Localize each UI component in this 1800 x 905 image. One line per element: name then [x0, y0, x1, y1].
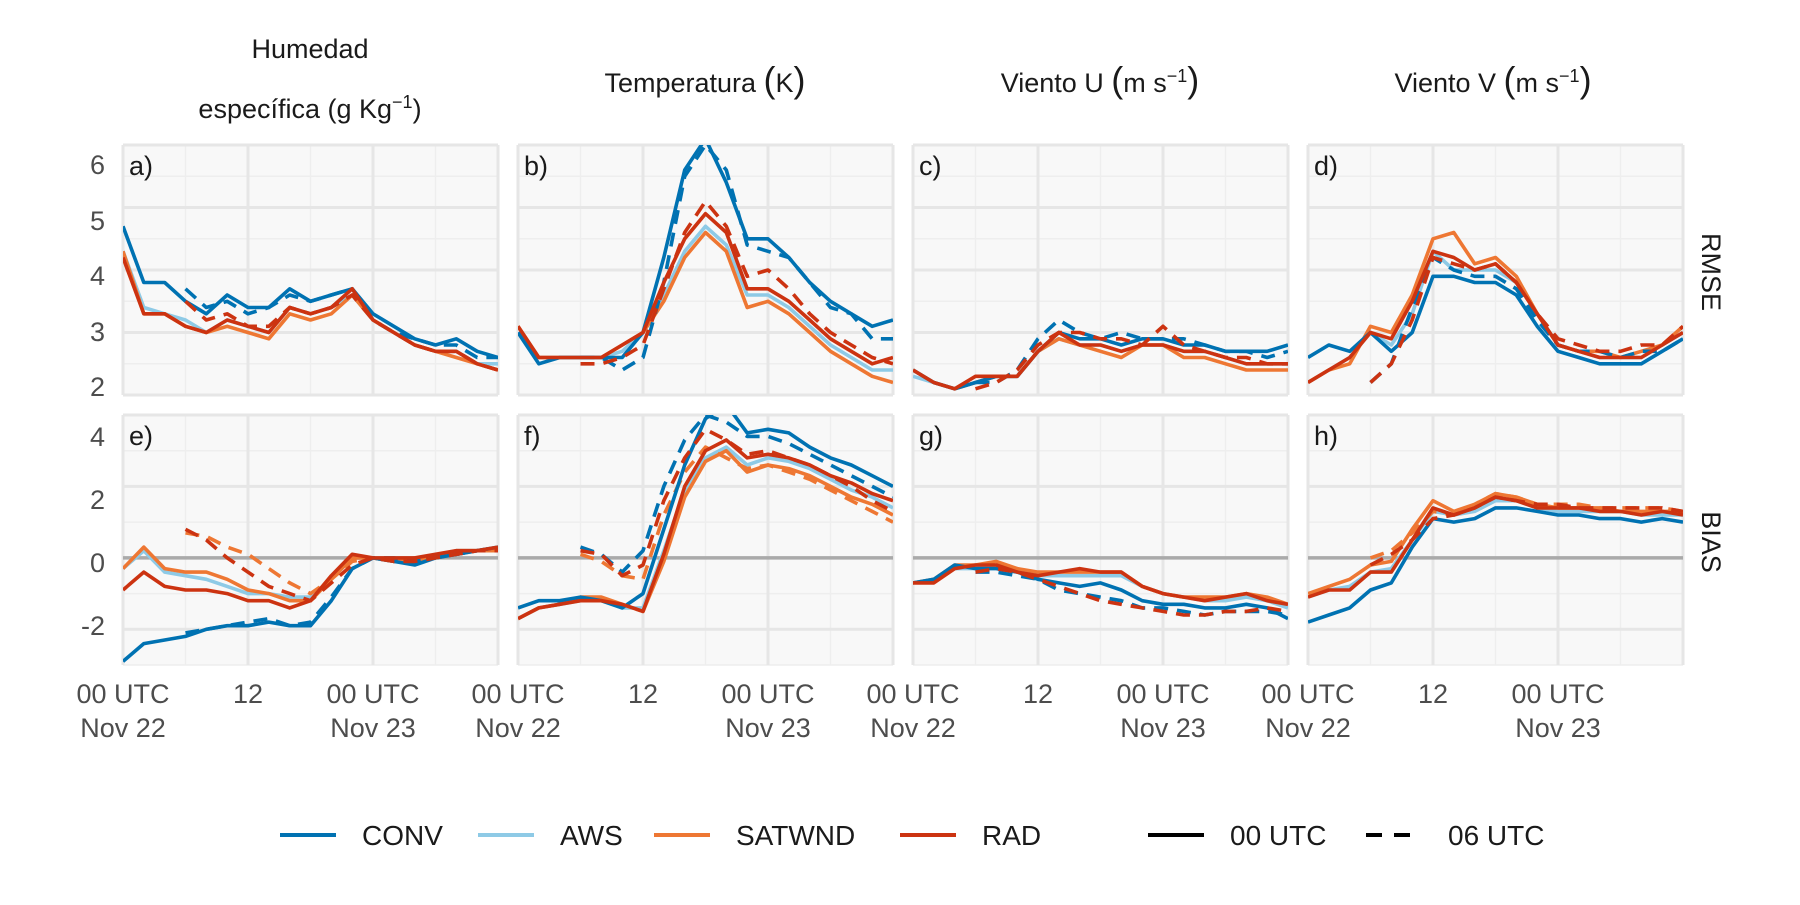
series-line-conv-06utc	[579, 415, 893, 574]
x-tick-labels: 00 UTC Nov 22 12 00 UTC Nov 23 00 UTC No…	[76, 679, 1604, 743]
y-tick-labels-bias: 4 2 0 -2	[81, 422, 105, 641]
column-titles: Humedad específica (g Kg−1) Temperatura …	[198, 34, 1591, 124]
x-tick-label: 00 UTC	[326, 679, 419, 709]
row-strip-rmse: RMSE	[1696, 233, 1726, 311]
panel-label: h)	[1314, 421, 1338, 451]
panel-b: b)	[516, 143, 895, 397]
series-line-rad-06utc	[580, 199, 893, 366]
y-tick-label: 3	[90, 317, 105, 347]
panel-d: d)	[1306, 143, 1685, 397]
series-line-conv-06utc	[184, 286, 498, 360]
series-line-conv-06utc	[185, 545, 498, 635]
x-tick-label: Nov 22	[80, 713, 166, 743]
y-tick-label: -2	[81, 611, 105, 641]
series-line-rad-06utc	[184, 293, 498, 372]
x-tick-label: Nov 22	[870, 713, 956, 743]
x-tick-label: 00 UTC	[1261, 679, 1354, 709]
x-tick-label: 12	[233, 679, 263, 709]
panel-label: e)	[129, 421, 153, 451]
x-tick-label: Nov 23	[1515, 713, 1601, 743]
x-tick-label: 00 UTC	[721, 679, 814, 709]
y-tick-label: 4	[90, 422, 105, 452]
series-line-rad-06utc	[580, 427, 893, 578]
col-title-temperatura: Temperatura (K)	[604, 59, 805, 100]
legend-label-06utc: 06 UTC	[1448, 820, 1544, 851]
legend-label-conv: CONV	[362, 820, 443, 851]
col-title-humedad-line1: Humedad	[251, 34, 368, 64]
y-tick-label: 0	[90, 548, 105, 578]
series-line-rad-00utc	[518, 438, 893, 621]
panel-label: b)	[524, 151, 548, 181]
x-tick-label: 00 UTC	[1511, 679, 1604, 709]
series-line-rad-06utc	[1369, 255, 1683, 384]
series-line-conv-06utc	[580, 145, 893, 372]
legend: CONV AWS SATWND RAD 00 UTC 06 UTC	[280, 820, 1544, 851]
series-line-rad-06utc	[975, 566, 1288, 617]
panel-g: g)	[911, 413, 1290, 666]
y-tick-label: 6	[90, 150, 105, 180]
series-line-conv-06utc	[975, 318, 1288, 385]
x-tick-label: 12	[1418, 679, 1448, 709]
panel-e: e)	[121, 413, 500, 666]
x-tick-label: Nov 23	[1120, 713, 1206, 743]
series-line-rad-06utc	[1369, 495, 1683, 567]
series-line-conv-00utc	[913, 563, 1288, 621]
x-tick-label: 00 UTC	[471, 679, 564, 709]
panel-h: h)	[1306, 413, 1685, 666]
panel-label: d)	[1314, 151, 1338, 181]
y-tick-label: 5	[90, 206, 105, 236]
series-line-rad-00utc	[518, 211, 893, 366]
y-tick-label: 2	[90, 372, 105, 402]
panels: a) b) c) d) e) f) g) h)	[121, 143, 1685, 666]
series-line-conv-00utc	[1308, 506, 1683, 624]
x-tick-label: Nov 23	[330, 713, 416, 743]
x-tick-label: 12	[628, 679, 658, 709]
panel-label: c)	[919, 151, 942, 181]
x-tick-label: Nov 22	[1265, 713, 1351, 743]
col-title-viento-v: Viento V (m s−1)	[1394, 59, 1591, 100]
col-title-humedad-line2: específica (g Kg−1)	[198, 92, 421, 124]
x-tick-label: 00 UTC	[1116, 679, 1209, 709]
x-tick-label: 00 UTC	[866, 679, 959, 709]
panel-c: c)	[911, 143, 1290, 397]
series-line-satwnd-06utc	[579, 445, 893, 582]
row-strip-bias: BIAS	[1696, 511, 1726, 573]
x-tick-label: Nov 22	[475, 713, 561, 743]
panel-label: f)	[524, 421, 541, 451]
y-tick-label: 2	[90, 485, 105, 515]
legend-label-satwnd: SATWND	[736, 820, 855, 851]
legend-label-aws: AWS	[560, 820, 623, 851]
series-line-conv-00utc	[518, 415, 893, 610]
y-tick-labels-rmse: 6 5 4 3 2	[90, 150, 105, 402]
panel-label: a)	[129, 151, 153, 181]
x-tick-label: 00 UTC	[76, 679, 169, 709]
legend-label-00utc: 00 UTC	[1230, 820, 1326, 851]
panel-label: g)	[919, 421, 943, 451]
series-line-rad-06utc	[184, 527, 498, 603]
panel-f: f)	[516, 413, 895, 666]
col-title-viento-u: Viento U (m s−1)	[1001, 59, 1200, 100]
x-tick-label: 12	[1023, 679, 1053, 709]
legend-label-rad: RAD	[982, 820, 1041, 851]
y-tick-label: 4	[90, 261, 105, 291]
x-tick-label: Nov 23	[725, 713, 811, 743]
series-line-rad-00utc	[913, 563, 1288, 607]
series-line-conv-06utc	[1369, 255, 1683, 384]
panel-a: a)	[121, 143, 500, 397]
